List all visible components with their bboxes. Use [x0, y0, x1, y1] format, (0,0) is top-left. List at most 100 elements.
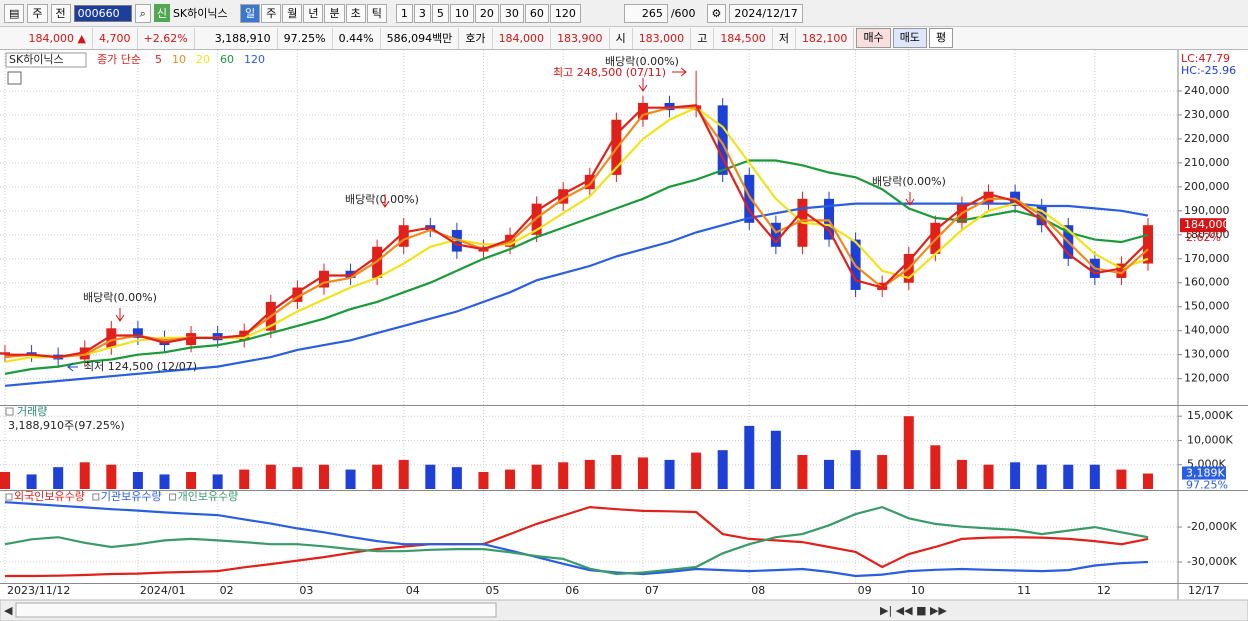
prev-button[interactable]: 전	[50, 3, 71, 23]
x-tick-label: 2023/11/12	[7, 584, 70, 597]
volume-bar	[1116, 469, 1127, 489]
last-price-box	[1180, 218, 1226, 233]
low-label: 저	[773, 27, 796, 49]
interval-button[interactable]: 60	[524, 3, 549, 23]
candle-body	[318, 270, 329, 288]
interval-button[interactable]: 10	[449, 3, 474, 23]
scroll-left[interactable]: ◀	[4, 604, 13, 617]
interval-button[interactable]: 120	[549, 3, 581, 23]
market-select[interactable]: 주	[27, 3, 48, 23]
candle-body	[26, 352, 37, 355]
legend-entry: 60	[220, 53, 234, 66]
interval-button[interactable]: 1	[395, 3, 413, 23]
code-input[interactable]: 000660	[73, 4, 132, 22]
table-icon[interactable]	[7, 71, 22, 85]
avg-button[interactable]: 평	[928, 28, 954, 48]
volume-bar	[797, 455, 808, 489]
y-tick-label: 15,000K	[1187, 409, 1233, 422]
volume-bar	[79, 462, 90, 489]
arrow	[115, 308, 125, 322]
legend-icon	[169, 493, 177, 501]
ma-line	[4, 159, 1149, 375]
legend-entry: 120	[244, 53, 265, 66]
y-tick-label: 150,000	[1184, 300, 1230, 313]
search-button[interactable]: ⌕	[134, 3, 151, 23]
volume-bar	[505, 469, 516, 489]
volume-bar	[531, 464, 542, 489]
candle-body	[398, 225, 409, 247]
turnover: 0.44%	[333, 27, 381, 49]
period-button[interactable]: 초	[345, 3, 366, 23]
period-button[interactable]: 틱	[366, 3, 387, 23]
credit-tag: 신	[153, 4, 170, 22]
legend-entry: 20	[196, 53, 210, 66]
volume-bar	[824, 459, 835, 489]
volume-bar	[903, 416, 914, 489]
volume-bar	[398, 459, 409, 489]
volume-bar	[106, 464, 117, 489]
annotation: 배당락(0.00%)	[83, 291, 157, 304]
y-tick-label: 200,000	[1184, 180, 1230, 193]
last-price: 184,000	[1184, 218, 1230, 231]
y-tick-label: -20,000K	[1187, 520, 1237, 533]
interval-button[interactable]: 30	[499, 3, 524, 23]
volume-bar	[53, 467, 64, 489]
interval-button[interactable]: 3	[413, 3, 431, 23]
volume-bar	[318, 464, 329, 489]
candle-body	[770, 222, 781, 247]
volume-bar	[345, 469, 356, 489]
candle-body	[558, 189, 569, 204]
volume-bar	[584, 459, 595, 489]
volume-bar	[850, 450, 861, 489]
count-input[interactable]: 265	[623, 3, 668, 23]
arrow	[905, 192, 915, 206]
last-volume: 3,189K	[1186, 467, 1225, 480]
panel-title: 거래량	[17, 405, 47, 418]
x-tick-label: 03	[299, 584, 313, 597]
last-volume-box	[1182, 466, 1226, 480]
period-button[interactable]: 분	[324, 3, 345, 23]
holding-line	[4, 501, 1149, 578]
price: 184,000 ▲	[0, 27, 93, 49]
amount: 586,094백만	[381, 27, 460, 49]
candle-body	[664, 102, 675, 111]
scroll-thumb[interactable]	[15, 602, 497, 618]
y-tick-label: 10,000K	[1187, 433, 1233, 446]
chart-bg	[0, 50, 1248, 621]
legend-entry: 개인보유수량	[178, 490, 239, 503]
period-button[interactable]: 월	[282, 3, 303, 23]
stock-name: SK하이닉스	[172, 7, 228, 20]
y-tick-label: 220,000	[1184, 132, 1230, 145]
legend-icon	[92, 493, 100, 501]
interval-button[interactable]: 20	[474, 3, 499, 23]
volume-bar	[1143, 473, 1153, 489]
period-button[interactable]: 일	[239, 3, 261, 23]
interval-button[interactable]: 5	[431, 3, 449, 23]
buy-button[interactable]: 매수	[856, 28, 891, 48]
date-input[interactable]: 2024/12/17	[729, 3, 803, 23]
menu-button[interactable]: ▤	[4, 3, 25, 23]
sell-button[interactable]: 매도	[892, 28, 927, 48]
ma-line	[5, 104, 1149, 359]
y-tick-label: 170,000	[1184, 252, 1230, 265]
candle-body	[132, 328, 143, 338]
high: 184,500	[714, 27, 773, 49]
tool-button[interactable]: ⚙	[706, 3, 727, 23]
scroll-controls[interactable]: ▶| ◀◀ ■ ▶▶	[880, 604, 947, 617]
x-tick-label: 12	[1097, 584, 1111, 597]
candle-body	[106, 328, 117, 348]
period-button[interactable]: 주	[261, 3, 282, 23]
y-tick-label: 240,000	[1184, 84, 1230, 97]
panel-icon	[5, 407, 14, 416]
legend-entry: 기관보유수량	[101, 490, 162, 503]
period-button[interactable]: 년	[303, 3, 324, 23]
candle-body	[159, 337, 170, 346]
volume-bar	[717, 450, 728, 489]
low: 182,100	[796, 27, 855, 49]
volume-bar	[930, 445, 941, 489]
volume-bar	[212, 474, 223, 489]
arrow	[638, 78, 648, 92]
